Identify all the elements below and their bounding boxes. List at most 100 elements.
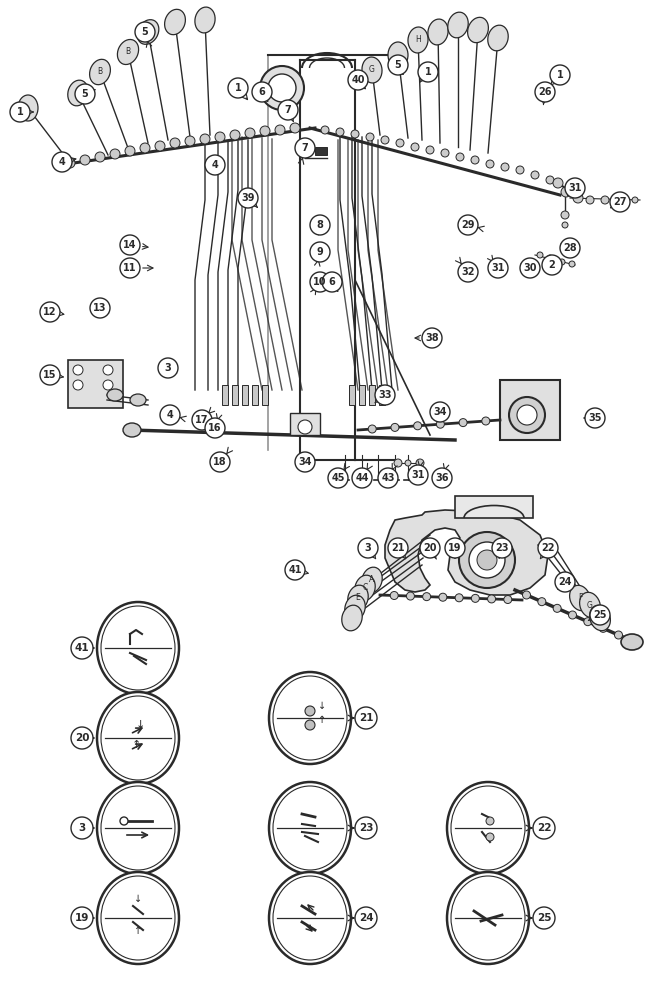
Circle shape [260, 66, 304, 110]
Circle shape [95, 152, 105, 162]
Text: 22: 22 [541, 543, 555, 553]
Ellipse shape [488, 25, 508, 51]
Ellipse shape [451, 786, 525, 870]
Bar [290, 413, 320, 435]
Text: E: E [356, 593, 360, 602]
Circle shape [405, 460, 411, 466]
Ellipse shape [355, 575, 376, 601]
Circle shape [432, 468, 452, 488]
Polygon shape [385, 510, 548, 595]
Ellipse shape [428, 19, 448, 45]
Circle shape [355, 907, 377, 929]
Bar [359, 385, 365, 405]
Circle shape [531, 171, 539, 179]
Circle shape [407, 592, 414, 600]
Ellipse shape [130, 394, 146, 406]
Circle shape [555, 572, 575, 592]
Circle shape [352, 468, 372, 488]
Circle shape [355, 707, 377, 729]
Text: 8: 8 [317, 220, 323, 230]
Circle shape [586, 196, 594, 204]
Ellipse shape [101, 696, 175, 780]
Circle shape [414, 422, 422, 430]
Circle shape [561, 211, 569, 219]
Circle shape [228, 78, 248, 98]
Text: 35: 35 [588, 413, 602, 423]
Circle shape [601, 196, 609, 204]
Circle shape [310, 272, 330, 292]
Circle shape [516, 166, 524, 174]
Ellipse shape [362, 567, 382, 593]
Text: 41: 41 [288, 565, 302, 575]
Circle shape [562, 222, 568, 228]
Circle shape [420, 538, 440, 558]
Text: 22: 22 [537, 823, 551, 833]
Text: ↓: ↓ [318, 701, 326, 711]
Text: 26: 26 [539, 87, 552, 97]
Circle shape [52, 152, 72, 172]
Circle shape [590, 605, 610, 625]
Circle shape [585, 408, 605, 428]
Text: D: D [145, 27, 151, 36]
Text: 4: 4 [166, 410, 174, 420]
Ellipse shape [579, 592, 601, 618]
Circle shape [388, 538, 408, 558]
Circle shape [486, 833, 494, 841]
Circle shape [275, 125, 285, 135]
Text: 3: 3 [164, 363, 172, 373]
Circle shape [486, 817, 494, 825]
Circle shape [268, 74, 296, 102]
Text: 41: 41 [75, 643, 89, 653]
Circle shape [416, 459, 424, 467]
Bar [500, 380, 560, 440]
Text: 19: 19 [448, 543, 462, 553]
Text: 1: 1 [556, 70, 564, 80]
Circle shape [348, 70, 368, 90]
Text: 20: 20 [423, 543, 437, 553]
Ellipse shape [621, 634, 643, 650]
Circle shape [366, 133, 374, 141]
Circle shape [501, 163, 509, 171]
Circle shape [305, 720, 315, 730]
Circle shape [73, 365, 83, 375]
Text: 43: 43 [381, 473, 395, 483]
Text: 25: 25 [593, 610, 607, 620]
Text: 24: 24 [558, 577, 572, 587]
Circle shape [336, 128, 344, 136]
Circle shape [469, 542, 505, 578]
Bar [68, 360, 123, 408]
Circle shape [321, 126, 329, 134]
Text: 33: 33 [378, 390, 392, 400]
Circle shape [632, 197, 638, 203]
Circle shape [422, 328, 442, 348]
Circle shape [488, 595, 496, 603]
Ellipse shape [408, 27, 428, 53]
Bar [222, 385, 228, 405]
Text: 23: 23 [495, 543, 509, 553]
Circle shape [120, 817, 128, 825]
Ellipse shape [137, 20, 159, 44]
Circle shape [559, 259, 565, 265]
Circle shape [358, 538, 378, 558]
Circle shape [471, 156, 479, 164]
Text: 34: 34 [433, 407, 447, 417]
Circle shape [520, 258, 540, 278]
Ellipse shape [273, 786, 347, 870]
Circle shape [455, 594, 463, 602]
Circle shape [616, 196, 624, 204]
Circle shape [553, 604, 561, 612]
Circle shape [205, 418, 225, 438]
Circle shape [210, 452, 230, 472]
Text: 13: 13 [93, 303, 107, 313]
Circle shape [71, 727, 93, 749]
Text: 7: 7 [302, 143, 308, 153]
Circle shape [504, 595, 512, 603]
Text: ↑: ↑ [131, 740, 141, 750]
Ellipse shape [269, 672, 351, 764]
Ellipse shape [97, 692, 179, 784]
Circle shape [565, 178, 585, 198]
Ellipse shape [101, 786, 175, 870]
Text: 3: 3 [364, 543, 372, 553]
Circle shape [295, 138, 315, 158]
Circle shape [550, 65, 570, 85]
